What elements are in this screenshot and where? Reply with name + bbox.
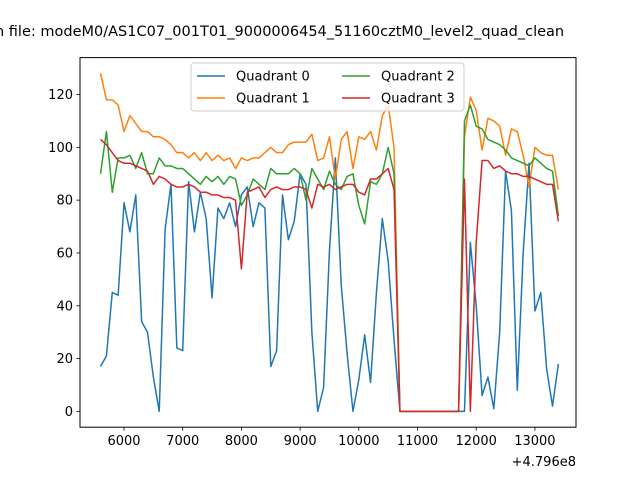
legend-label: Quadrant 2	[381, 70, 455, 85]
legend-label: Quadrant 0	[236, 70, 310, 85]
x-tick-label: 7000	[166, 434, 199, 449]
y-tick-label: 20	[56, 352, 73, 367]
x-tick-label: 9000	[284, 434, 317, 449]
series-line-quadrant-2	[99, 104, 560, 413]
y-tick-label: 60	[56, 246, 73, 261]
plot-area	[79, 57, 577, 428]
x-offset-label: +4.796e8	[512, 455, 576, 470]
legend-label: Quadrant 1	[236, 92, 310, 107]
y-tick-label: 0	[65, 405, 73, 420]
y-tick-label: 100	[48, 141, 73, 156]
x-tick-label: 6000	[107, 434, 140, 449]
series-line-quadrant-0	[99, 157, 560, 413]
series-line-quadrant-3	[100, 138, 560, 413]
plot-frame	[79, 57, 577, 428]
y-tick-label: 120	[48, 88, 73, 103]
y-tick-label: 40	[56, 299, 73, 314]
x-tick-label: 13000	[514, 434, 555, 449]
y-tick-label: 80	[56, 194, 73, 209]
x-tick-label: 12000	[456, 434, 497, 449]
legend: Quadrant 0 Quadrant 1 Quadrant 2 Quadrant 3	[190, 62, 465, 112]
x-tick-label: 10000	[338, 434, 379, 449]
y-axis: 0 20 40 60 80 100 120	[48, 88, 80, 420]
x-tick-label: 8000	[225, 434, 258, 449]
legend-label: Quadrant 3	[381, 92, 455, 107]
x-axis: 6000 7000 8000 9000 10000 11000 12000 13000	[107, 427, 556, 449]
x-tick-label: 11000	[397, 434, 438, 449]
legend-frame	[190, 62, 465, 112]
series-line-quadrant-1	[99, 73, 560, 413]
series-lines	[99, 73, 560, 413]
chart-title: n file: modeM0/AS1C07_001T01_9000006454_…	[0, 24, 564, 40]
